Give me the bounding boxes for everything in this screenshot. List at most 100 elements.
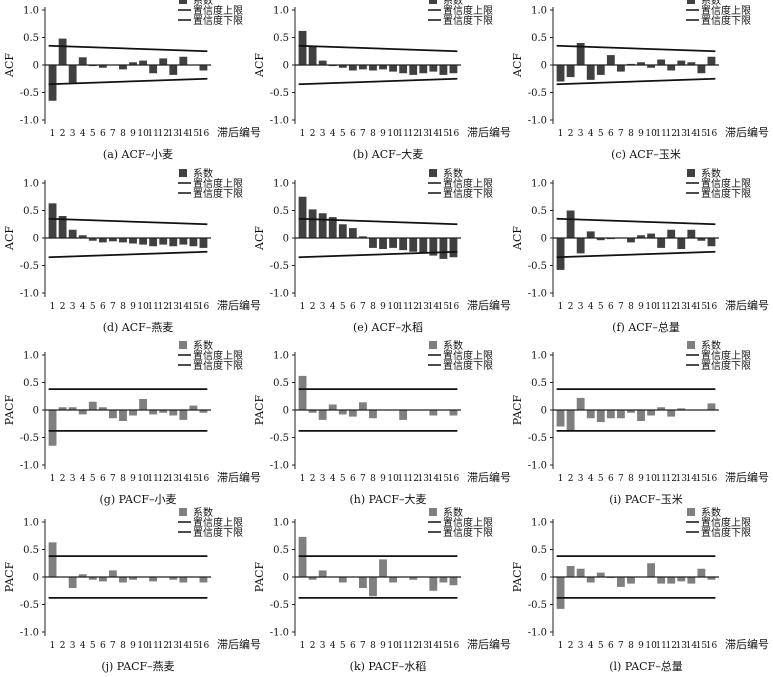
bar-lag-3 xyxy=(576,238,585,254)
x-tick-label: 8 xyxy=(628,474,634,484)
x-tick-label: 6 xyxy=(350,302,356,312)
x-tick-label: 5 xyxy=(90,302,96,312)
y-tick-label: 0.5 xyxy=(23,378,39,389)
x-tick-label: 9 xyxy=(380,474,386,484)
bar-lag-11 xyxy=(399,238,408,251)
x-tick-label: 6 xyxy=(608,474,614,484)
y-tick-label: 1.0 xyxy=(273,179,289,190)
panel-caption: (c) ACF–玉米 xyxy=(611,148,681,161)
x-tick-label: 6 xyxy=(350,129,356,139)
y-tick-label: 1.0 xyxy=(273,6,289,17)
y-tick-label: -1.0 xyxy=(270,116,289,127)
bar-lag-14 xyxy=(179,238,188,245)
bar-lag-14 xyxy=(179,410,188,420)
bar-lag-9 xyxy=(637,235,645,238)
x-tick-label: 6 xyxy=(100,641,106,651)
bar-lag-10 xyxy=(647,563,656,577)
y-tick-label: 0 xyxy=(33,61,39,72)
y-tick-label: -0.5 xyxy=(270,88,289,99)
legend-upper-label: 置信度上限 xyxy=(443,349,493,362)
y-tick-label: -0.5 xyxy=(528,600,547,611)
y-tick-label: 1.0 xyxy=(531,351,547,362)
x-tick-label: 8 xyxy=(628,302,634,312)
bar-lag-6 xyxy=(98,65,107,68)
bar-lag-12 xyxy=(667,65,676,71)
legend-coef-swatch xyxy=(687,0,695,4)
x-tick-label: 15 xyxy=(696,641,708,651)
x-tick-label: 7 xyxy=(110,302,116,312)
x-tick-label: 14 xyxy=(178,302,190,312)
panel-caption: (a) ACF–小麦 xyxy=(103,148,173,161)
bar-lag-6 xyxy=(98,577,107,582)
x-tick-label: 4 xyxy=(330,302,336,312)
bar-lag-3 xyxy=(318,570,327,577)
bar-lag-16 xyxy=(199,238,208,248)
x-tick-label: 9 xyxy=(638,302,644,312)
y-tick-label: 1.0 xyxy=(273,351,289,362)
bar-lag-5 xyxy=(338,410,347,415)
x-tick-label: 16 xyxy=(706,474,718,484)
y-tick-label: 0.5 xyxy=(23,33,39,44)
legend-coef-swatch xyxy=(179,0,187,4)
y-tick-label: 1.0 xyxy=(23,6,39,17)
x-tick-label: 10 xyxy=(137,302,149,312)
bar-lag-1 xyxy=(298,196,307,238)
bar-lag-9 xyxy=(379,238,387,249)
x-tick-label: 3 xyxy=(70,641,76,651)
bar-lag-4 xyxy=(78,235,87,238)
x-tick-label: 7 xyxy=(360,302,366,312)
x-tick-label: 2 xyxy=(60,302,66,312)
legend-coef-label: 系数 xyxy=(443,0,463,7)
bar-lag-15 xyxy=(697,568,706,577)
y-axis-label: PACF xyxy=(3,394,16,425)
x-axis-label: 滞后编号 xyxy=(217,637,261,651)
bar-lag-2 xyxy=(308,45,317,65)
panel-caption: (b) ACF–大麦 xyxy=(353,147,424,161)
x-tick-label: 16 xyxy=(706,129,718,139)
bar-lag-3 xyxy=(318,60,327,65)
bar-lag-9 xyxy=(129,62,137,65)
legend-coef-swatch xyxy=(687,341,695,349)
bar-lag-5 xyxy=(596,238,605,241)
legend-coef-label: 系数 xyxy=(701,167,721,180)
bar-lag-5 xyxy=(88,238,97,241)
y-axis-label: ACF xyxy=(3,226,16,251)
bar-lag-12 xyxy=(159,58,168,65)
x-tick-label: 15 xyxy=(188,474,200,484)
bar-lag-8 xyxy=(119,410,127,421)
bar-lag-10 xyxy=(389,577,398,583)
bar-lag-10 xyxy=(647,233,656,238)
bar-lag-8 xyxy=(369,238,377,248)
bar-lag-1 xyxy=(556,65,565,82)
bar-lag-1 xyxy=(48,542,57,577)
bar-lag-4 xyxy=(328,217,337,238)
x-tick-label: 9 xyxy=(638,641,644,651)
legend-lower-label: 置信度下限 xyxy=(443,187,493,200)
y-tick-label: 0 xyxy=(283,573,289,584)
bar-lag-4 xyxy=(586,410,595,419)
x-tick-label: 4 xyxy=(330,129,336,139)
bar-lag-15 xyxy=(697,238,706,241)
legend-lower-label: 置信度下限 xyxy=(443,14,493,27)
bar-lag-13 xyxy=(677,60,686,65)
x-tick-label: 13 xyxy=(676,641,688,651)
bar-lag-16 xyxy=(707,577,716,580)
y-tick-label: -0.5 xyxy=(528,433,547,444)
bar-lag-11 xyxy=(657,407,666,410)
bar-lag-9 xyxy=(129,238,137,244)
bar-lag-8 xyxy=(627,238,635,243)
bar-lag-8 xyxy=(369,65,377,71)
bar-lag-8 xyxy=(369,410,377,419)
x-tick-label: 8 xyxy=(370,129,376,139)
legend-upper-label: 置信度上限 xyxy=(443,516,493,529)
x-tick-label: 10 xyxy=(387,641,399,651)
y-tick-label: 1.0 xyxy=(23,351,39,362)
x-tick-label: 10 xyxy=(387,129,399,139)
bar-lag-3 xyxy=(68,229,77,238)
bar-lag-11 xyxy=(399,65,408,74)
